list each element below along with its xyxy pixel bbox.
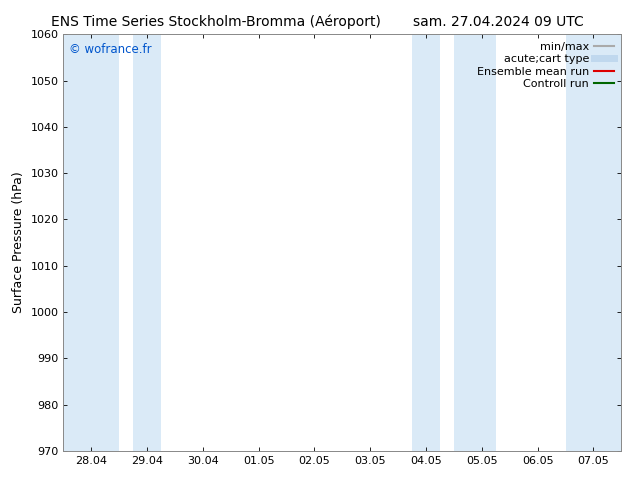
Bar — [412, 34, 440, 451]
Bar — [63, 34, 119, 451]
Text: ENS Time Series Stockholm-Bromma (Aéroport): ENS Time Series Stockholm-Bromma (Aéropo… — [51, 15, 380, 29]
Bar — [566, 34, 621, 451]
Text: © wofrance.fr: © wofrance.fr — [69, 43, 152, 56]
Text: sam. 27.04.2024 09 UTC: sam. 27.04.2024 09 UTC — [413, 15, 583, 29]
Y-axis label: Surface Pressure (hPa): Surface Pressure (hPa) — [12, 172, 25, 314]
Legend: min/max, acute;cart type, Ensemble mean run, Controll run: min/max, acute;cart type, Ensemble mean … — [475, 40, 616, 91]
Bar — [133, 34, 161, 451]
Bar — [454, 34, 496, 451]
